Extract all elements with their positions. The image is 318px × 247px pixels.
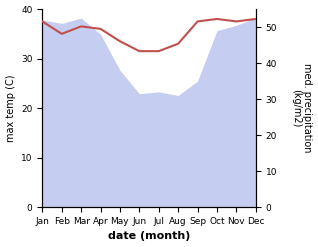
Y-axis label: max temp (C): max temp (C) [5,74,16,142]
X-axis label: date (month): date (month) [108,231,190,242]
Y-axis label: med. precipitation
(kg/m2): med. precipitation (kg/m2) [291,63,313,153]
